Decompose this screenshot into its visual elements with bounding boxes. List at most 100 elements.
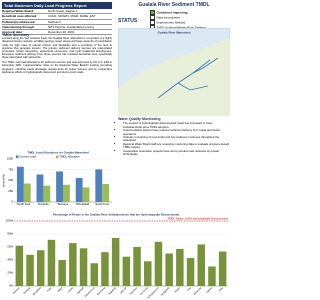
bar xyxy=(101,252,109,286)
info-row: Pollutant(s) addressed: Sediment xyxy=(2,20,112,25)
bar xyxy=(82,187,90,202)
info-value: NPS Permits, Sustainable Forestry xyxy=(48,24,95,29)
info-label: Beneficial uses affected: xyxy=(2,14,38,19)
bullet-list: The percent of hydrologically disconnect… xyxy=(118,122,230,156)
bar xyxy=(218,251,227,286)
status-list: Conditions Improving Data Inconclusive Imp… xyxy=(150,10,230,30)
x-tick-label: House xyxy=(68,287,75,294)
x-tick-label: Fuller xyxy=(46,286,52,292)
bar xyxy=(16,166,24,202)
x-tick-label: Big Pepperwood xyxy=(146,286,161,298)
summary-paragraph: The TMDL sets load allocations for sedim… xyxy=(2,61,112,74)
y-axis-label: tons/mi²/yr xyxy=(2,174,6,187)
checkbox xyxy=(150,20,155,25)
header-title: Total Maximum Daily Load Progress Report xyxy=(2,2,112,9)
bar xyxy=(122,256,131,286)
bar xyxy=(15,245,24,286)
status-text: Improvement Needed xyxy=(156,20,186,25)
info-value: December 20, 2001 xyxy=(48,30,75,35)
info-table: Regional Water Board: North Coast, Region… xyxy=(2,9,112,36)
chart: Percentage of Roads in the Gualala River… xyxy=(6,213,229,298)
bar xyxy=(197,244,205,286)
bar xyxy=(90,263,98,286)
info-label: Implementing through: xyxy=(2,24,35,29)
x-tick-label: Haupt xyxy=(57,286,64,293)
monitoring: Water Quality MonitoringThe percent of h… xyxy=(118,117,230,156)
checkbox xyxy=(150,10,155,15)
bar xyxy=(79,248,88,286)
status-text: Conditions Improving xyxy=(156,10,188,15)
map-title: Gualala River Watershed xyxy=(158,31,191,35)
y-tick-label: 80% xyxy=(7,232,13,236)
bar xyxy=(144,261,152,286)
checkbox xyxy=(150,15,155,20)
legend-swatch xyxy=(56,155,59,158)
info-label: Approval date: xyxy=(2,30,24,35)
bar xyxy=(75,177,83,202)
status-option: Improvement Needed xyxy=(150,20,230,25)
land xyxy=(118,38,230,116)
info-value: Sediment xyxy=(48,19,61,24)
status-text: TMDL Achieved/Water Body Delisted xyxy=(156,25,206,30)
info-value: North Coast, Region 1 xyxy=(48,9,78,13)
bullet: Regional Water Board staff are reviewing… xyxy=(123,142,230,150)
info-row: Regional Water Board: North Coast, Region… xyxy=(2,9,112,15)
y-tick-label: 250 xyxy=(8,189,13,193)
y-tick-label: 60% xyxy=(7,245,13,249)
x-tick-label: Robinson xyxy=(130,287,139,296)
summary: TMDL Summary Located along the San Andrea… xyxy=(2,33,112,75)
bar xyxy=(63,184,70,202)
x-tick-label: Doty xyxy=(186,286,192,292)
bar xyxy=(176,248,184,286)
info-label: Regional Water Board: xyxy=(2,9,35,13)
bar xyxy=(208,266,216,286)
status-label: STATUS xyxy=(118,18,138,24)
bar xyxy=(56,171,63,202)
x-tick-label: Tombs xyxy=(175,287,182,294)
x-tick-label: North Fork xyxy=(17,202,31,206)
status-text: Data Inconclusive xyxy=(156,15,181,20)
info-row: Implementing through: NPS Permits, Sustai… xyxy=(2,24,112,31)
x-tick-label: Kelly xyxy=(219,287,225,293)
x-tick-label: Little NF xyxy=(119,286,128,295)
bar xyxy=(133,247,141,286)
bullet: Implementation actions have reduced sedi… xyxy=(123,129,230,136)
y-tick-label: 20% xyxy=(7,271,13,275)
x-tick-label: Dry Creek xyxy=(139,286,149,296)
y-tick-label: 750 xyxy=(8,167,13,171)
y-tick-label: 0 xyxy=(11,200,13,204)
info-row: Approval date: December 20, 2001 xyxy=(2,30,112,36)
bar xyxy=(26,254,34,286)
bullet: The percent of hydrologically disconnect… xyxy=(123,122,230,129)
bar xyxy=(37,250,45,286)
bar xyxy=(154,241,163,286)
bar xyxy=(102,183,110,202)
bar xyxy=(43,185,51,202)
x-tick-label: Sugarloaf xyxy=(108,286,117,295)
report-title: Gualala River Sediment TMDL xyxy=(138,2,210,8)
x-tick-label: Buckeye xyxy=(13,287,21,295)
summary-paragraph: Located along the San Andreas Fault, the… xyxy=(2,37,112,60)
x-tick-label: Rockpile xyxy=(24,287,32,295)
y-tick-label: 1000 xyxy=(7,157,14,161)
bar xyxy=(186,258,195,286)
x-tick-label: Rockpile xyxy=(38,202,49,206)
bar xyxy=(58,260,66,286)
bar xyxy=(36,174,44,202)
bar xyxy=(23,183,31,202)
river xyxy=(157,57,219,99)
chart-title: Percentage of Roads in the Gualala River… xyxy=(53,213,179,217)
y-tick-label: 500 xyxy=(8,178,13,182)
y-tick-label: 40% xyxy=(7,258,13,262)
bar xyxy=(95,169,103,202)
bar xyxy=(111,237,120,286)
x-tick-label: South Fork xyxy=(95,202,109,206)
bar xyxy=(47,239,56,286)
monitoring-heading: Water Quality Monitoring xyxy=(118,117,161,121)
x-tick-label: Marshall xyxy=(76,286,85,295)
bullet: Instream monitoring of pool depth and fi… xyxy=(123,135,230,143)
target-label: TMDL Target: 100% Hydrologically Disconn… xyxy=(167,217,228,221)
x-tick-label: Wheatfield xyxy=(32,286,42,296)
bar xyxy=(69,243,77,286)
x-tick-label: Pepperwood xyxy=(84,286,96,298)
